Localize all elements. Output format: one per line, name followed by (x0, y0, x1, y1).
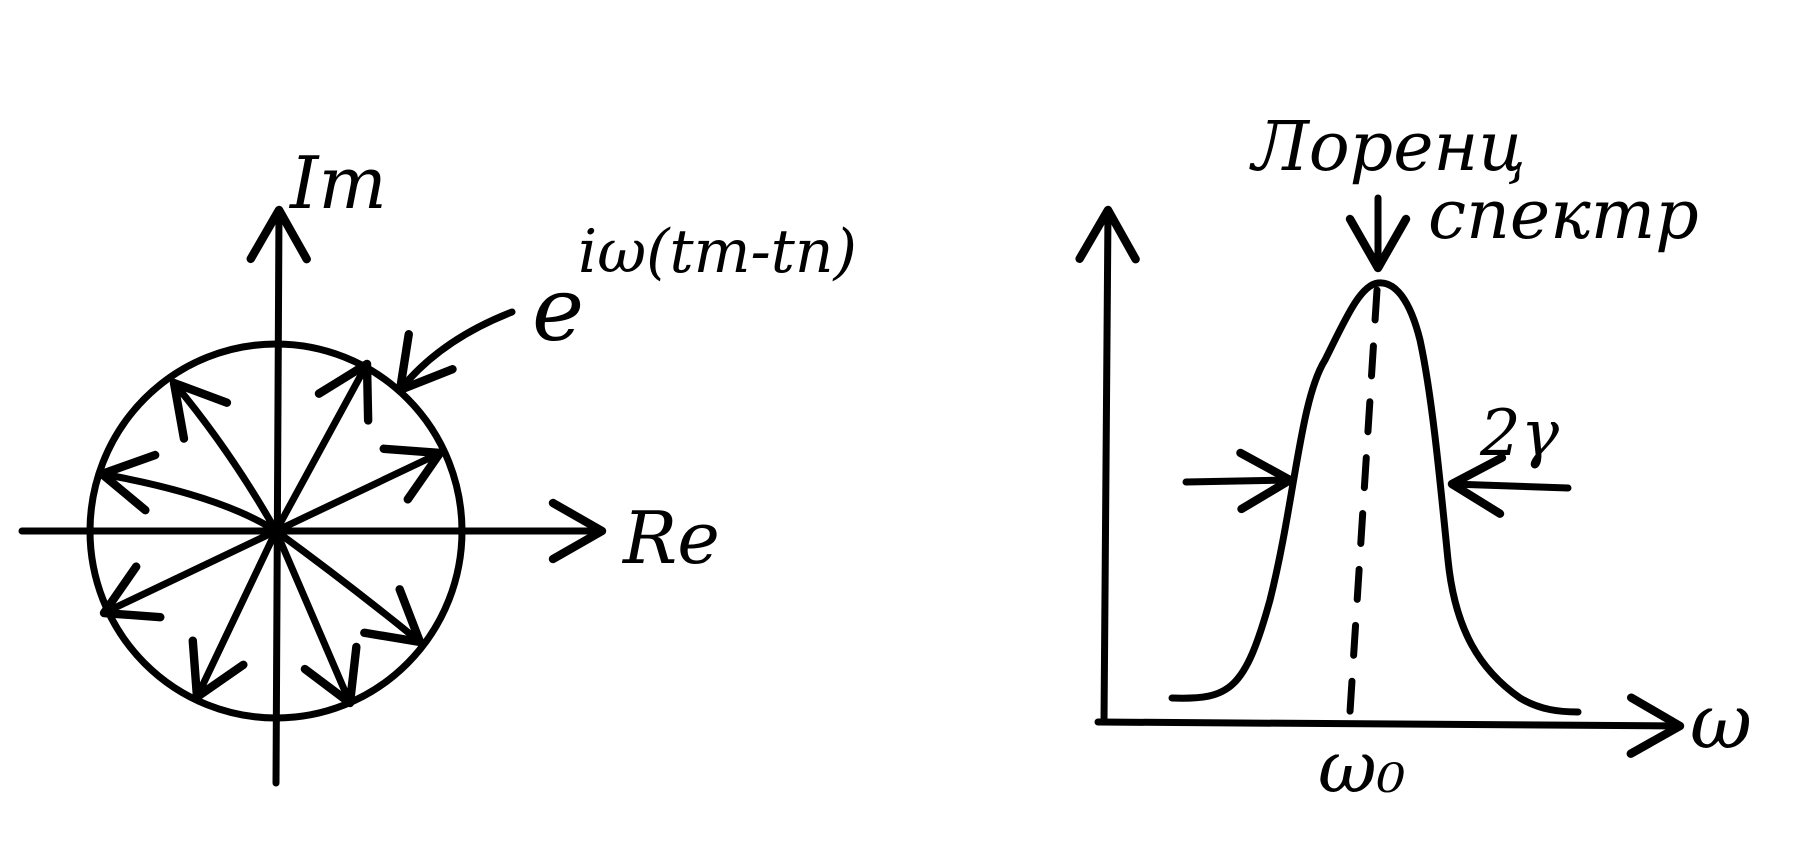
phasor-arrow (188, 527, 280, 702)
real-axis-label: Re (621, 496, 720, 580)
phasor-arrow (99, 527, 280, 622)
spectrum-title-line2: спектр (1428, 176, 1699, 255)
spectrum-diagram: Лоренц спектр 2γ ω ω₀ (1075, 108, 1752, 809)
spectrum-title-line1: Лоренц (1249, 108, 1526, 187)
width-arrow-right (1447, 453, 1572, 518)
exponential-power: iω(tm-tn) (578, 217, 857, 287)
phasor-arrow (169, 378, 280, 535)
imaginary-axis-label: Im (288, 141, 387, 225)
width-label: 2γ (1479, 397, 1560, 471)
phasor-diagram: Im Re e iω(tm-tn) (18, 141, 857, 787)
exponential-base: e (532, 258, 584, 361)
phasor-arrow (272, 359, 373, 535)
phasor-arrows (97, 359, 445, 708)
spectrum-y-axis (1075, 205, 1140, 726)
spectrum-x-axis-label: ω (1690, 677, 1752, 766)
width-arrow-left (1182, 448, 1295, 514)
spectrum-x-axis (1094, 693, 1685, 758)
imaginary-axis (246, 205, 311, 787)
center-frequency-label: ω₀ (1318, 725, 1406, 809)
phasor-arrow (97, 450, 280, 535)
phasor-arrow (272, 527, 425, 647)
phasor-arrow (272, 444, 445, 535)
exponent-pointer-arrow (395, 308, 516, 395)
center-dashed-line (1346, 286, 1381, 716)
phasor-arrow (272, 527, 361, 708)
unit-circle (86, 340, 466, 722)
lorentz-curve (1168, 279, 1582, 716)
